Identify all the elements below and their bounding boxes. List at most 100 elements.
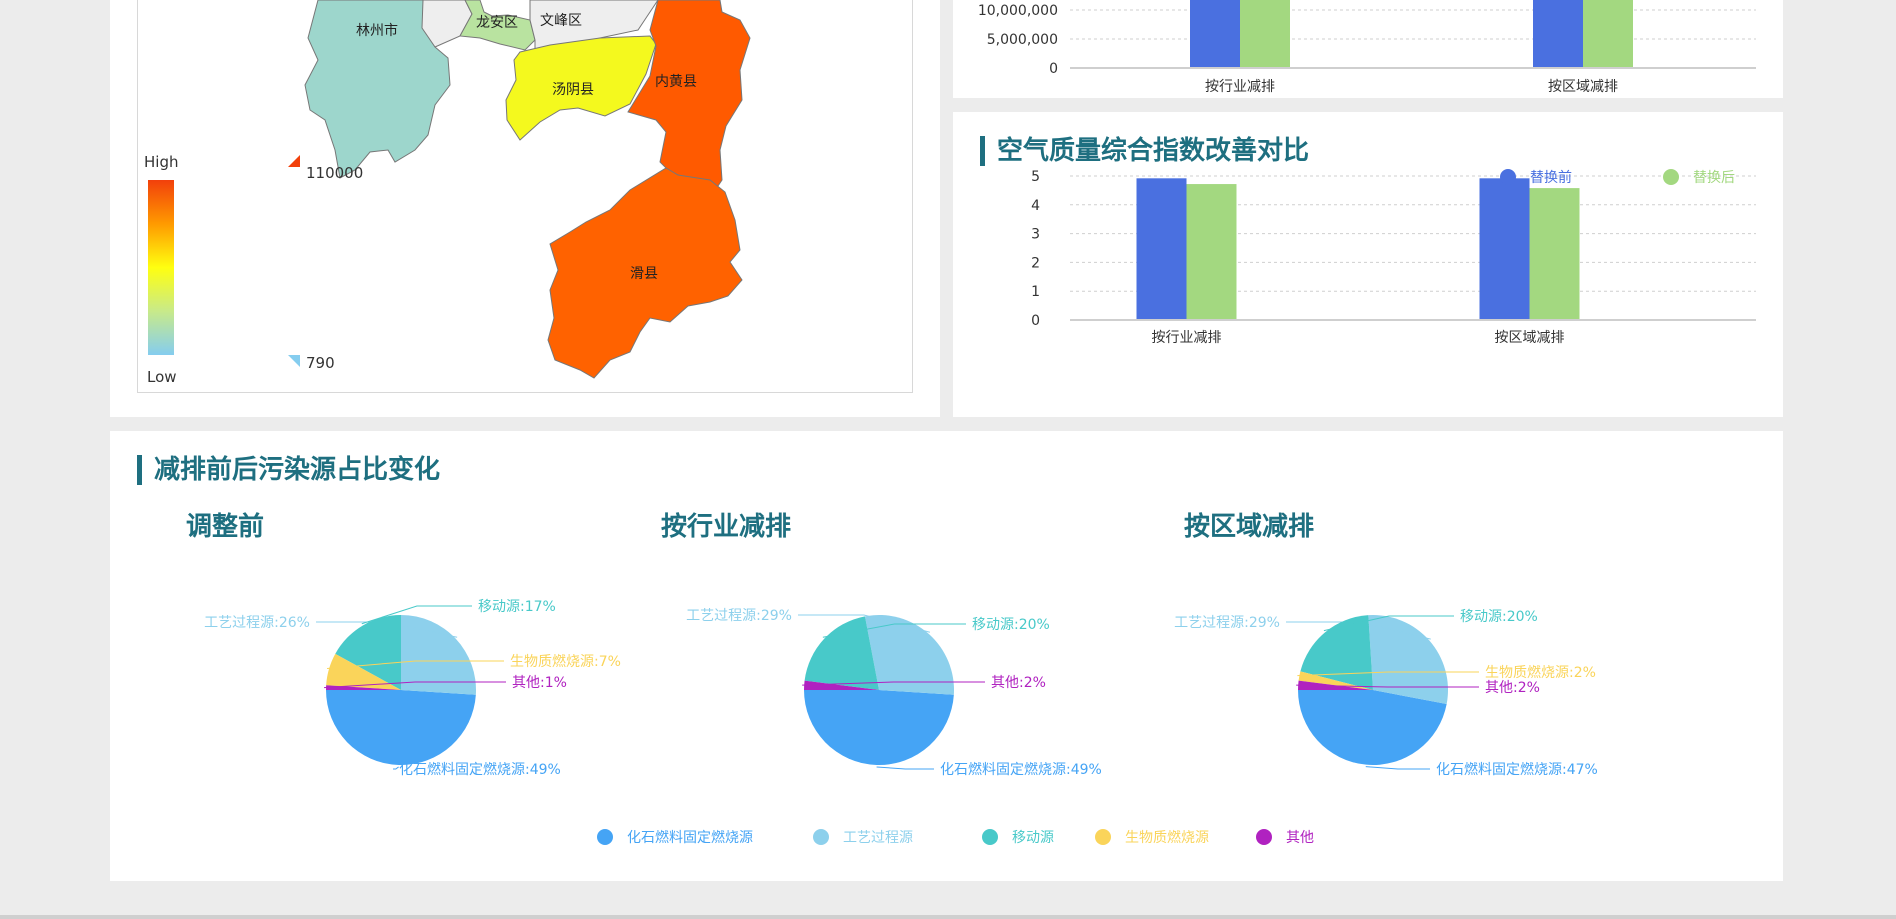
legend-handle-bottom[interactable] [288,355,300,367]
pie-slice-label: 移动源:20% [1460,609,1538,625]
pie-slice[interactable] [1298,671,1373,690]
map-region-4[interactable] [627,0,751,193]
pie-section-title: 减排前后污染源占比变化 [137,455,440,485]
pie-slice-label: 生物质燃烧源:7% [510,653,621,670]
pie-label-line [798,614,931,633]
map-region-label-0: 林州市 [356,22,398,39]
legend-marker[interactable] [1095,829,1111,845]
pie-slice[interactable] [326,690,476,765]
pie-slice-label: 工艺过程源:26% [204,615,310,631]
legend-high-label: High [144,153,178,171]
pie-slice[interactable] [1368,615,1448,705]
pie-slice[interactable] [326,653,401,690]
legend-marker[interactable] [597,829,613,845]
bar-top-chart: 10,000,000 5,000,000 0 按行业减排 按区域减排 [978,0,1756,95]
pie-slice-label: 移动源:17% [478,599,556,615]
pie-slice[interactable] [401,615,476,695]
pie-label-line [324,681,506,689]
pie-label-line [822,623,966,638]
legend-label[interactable]: 移动源 [1012,830,1054,846]
pie-slice[interactable] [804,616,879,690]
y-tick-label: 5 [1031,169,1040,185]
x-tick-label: 按行业减排 [1205,79,1275,95]
y-tick-label: 4 [1031,198,1040,214]
legend-marker[interactable] [1256,829,1272,845]
bar-top-b1[interactable] [1533,0,1583,68]
pie-label-line [1296,684,1479,688]
map-panel: 林州市 龙安区 文峰区 汤阴县 内黄县 滑县 High 110000 790 L… [110,0,940,417]
pie-slice[interactable] [1300,615,1373,690]
x-tick-label: 按区域减排 [1495,330,1565,346]
pie-panel: 减排前后污染源占比变化 调整前 按行业减排 按区域减排 化石燃料固定燃烧源:49… [110,431,1783,881]
pie-slice-label: 化石燃料固定燃烧源:47% [1436,761,1598,778]
pie-slice[interactable] [1298,680,1373,690]
aqi-bar-chart: 5 4 3 2 1 0 按行业减排 按区域减排 替换前 替换后 [1031,169,1756,346]
legend-marker[interactable] [982,829,998,845]
legend-marker[interactable] [1500,169,1516,185]
bar-top-panel: 10,000,000 5,000,000 0 按行业减排 按区域减排 [953,0,1783,98]
pie-slice-label: 化石燃料固定燃烧源:49% [940,761,1102,778]
x-tick-label: 按行业减排 [1152,330,1222,346]
legend-label[interactable]: 其他 [1286,830,1314,846]
legend-label[interactable]: 工艺过程源 [843,830,913,846]
aqi-bar[interactable] [1186,184,1237,320]
pie-slice-label: 其他:1% [512,675,567,691]
bar-top-a1[interactable] [1190,0,1240,68]
choropleth-map: 林州市 龙安区 文峰区 汤阴县 内黄县 滑县 High 110000 790 L… [144,0,751,386]
pie-label-line [802,681,985,686]
y-tick-label: 10,000,000 [978,3,1058,19]
legend-label[interactable]: 替换后 [1693,169,1735,186]
map-frame [137,0,913,393]
aqi-section-title: 空气质量综合指数改善对比 [980,136,1309,166]
aqi-bar[interactable] [1529,188,1580,320]
legend-marker[interactable] [813,829,829,845]
y-tick-label: 5,000,000 [987,32,1058,48]
y-tick-label: 2 [1031,255,1040,271]
legend-gradient-bar[interactable] [148,180,174,355]
pie-label-line [1297,671,1479,677]
pie-title-2: 按区域减排 [1184,512,1315,542]
pie-slice[interactable] [804,680,879,690]
pie-slice[interactable] [804,690,954,766]
pie-slice-label: 生物质燃烧源:2% [1485,664,1596,681]
bar-top-b2[interactable] [1583,0,1633,68]
map-region-label-5: 滑县 [630,265,658,282]
pie-title-1: 按行业减排 [661,512,792,542]
pie-label-line [361,605,472,625]
legend-handle-top[interactable] [288,155,300,167]
x-tick-label: 按区域减排 [1548,79,1618,95]
map-region-label-2: 文峰区 [540,13,582,29]
legend-label[interactable]: 替换前 [1530,169,1572,186]
pie-label-line [876,766,934,770]
y-tick-label: 0 [1049,61,1058,77]
y-tick-label: 0 [1031,313,1040,329]
y-tick-label: 3 [1031,227,1040,243]
map-region-label-1: 龙安区 [476,15,518,31]
legend-low-label: Low [147,368,177,386]
legend-label[interactable]: 生物质燃烧源 [1125,829,1209,846]
legend-marker[interactable] [1663,169,1679,185]
page-bottom-border [0,915,1896,919]
map-region-0[interactable] [304,0,451,179]
pie-slice[interactable] [1298,690,1447,765]
pie-label-line [327,660,504,670]
pie-label-line [1323,615,1454,632]
map-region-label-3: 汤阴县 [552,82,594,98]
aqi-bar[interactable] [1136,178,1187,320]
pie-slice[interactable] [864,615,954,695]
pie-slice[interactable] [335,615,401,690]
map-region-5[interactable] [547,167,743,379]
legend-max-value: 110000 [306,164,363,182]
pie-slice-label: 工艺过程源:29% [1174,615,1280,631]
map-region-label-4: 内黄县 [655,73,697,90]
map-region-3[interactable] [505,35,657,141]
pie-slice-label: 其他:2% [991,675,1046,691]
legend-label[interactable]: 化石燃料固定燃烧源 [627,829,753,846]
aqi-bar[interactable] [1479,178,1530,320]
pie-label-line [393,766,399,770]
pie-charts: 化石燃料固定燃烧源:49% 工艺过程源:26% 移动源:17% 生物质燃烧源:7% 其他… [204,599,1598,846]
pie-slice-label: 其他:2% [1485,680,1540,696]
pie-label-line [1365,766,1430,770]
aqi-panel: 空气质量综合指数改善对比 5 4 3 2 1 0 按行业减排 按区域减排 替换前 替换后 [953,112,1783,417]
bar-top-a2[interactable] [1240,0,1290,68]
